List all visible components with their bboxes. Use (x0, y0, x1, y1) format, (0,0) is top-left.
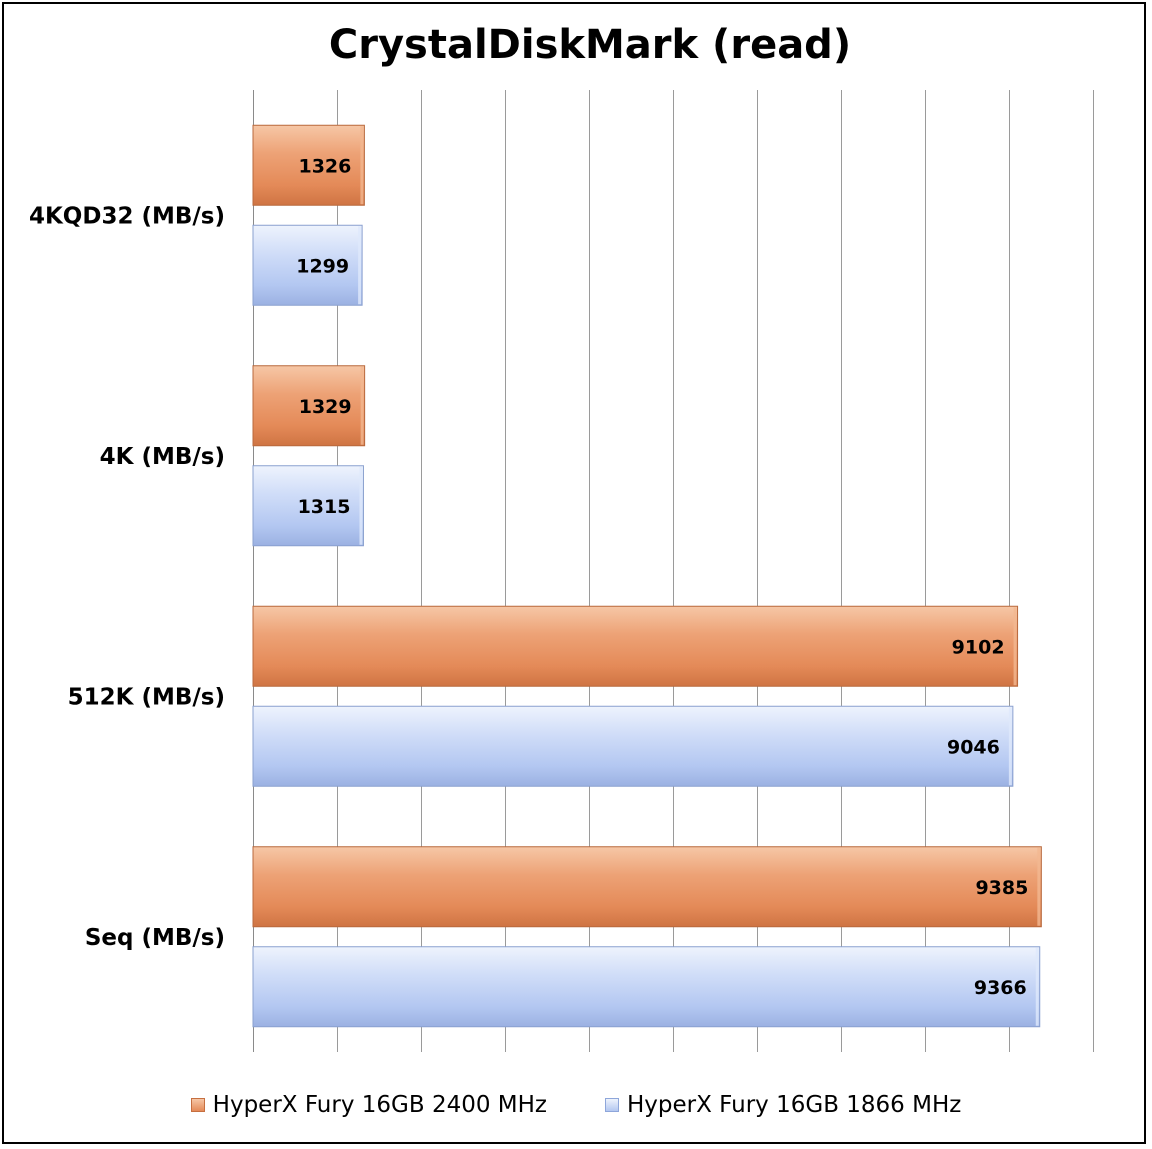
bar-series-1 (252, 224, 363, 306)
bar-series-1 (252, 465, 364, 547)
legend: HyperX Fury 16GB 2400 MHz HyperX Fury 16… (0, 1092, 1152, 1118)
bar-cap-series-1 (359, 466, 363, 545)
data-label-series-0: 9102 (952, 636, 1005, 658)
data-label-series-1: 9046 (947, 736, 1000, 758)
bar-cap-series-1 (1035, 947, 1039, 1026)
bar-series-0 (252, 846, 1042, 928)
bar-cap-series-1 (1008, 707, 1012, 786)
data-label-series-0: 1326 (298, 155, 351, 177)
legend-swatch-series-0 (190, 1098, 205, 1112)
bar-cap-series-0 (360, 366, 364, 445)
bar-cap-series-0 (360, 126, 364, 205)
bar-series-0 (252, 365, 366, 447)
data-label-series-1: 9366 (974, 977, 1027, 999)
labels: 4KQD32 (MB/s) 1326 1299 4K (MB/s) 1329 1315 51… (29, 155, 1028, 999)
category-label: 4K (MB/s) (100, 444, 225, 470)
legend-label-series-1: HyperX Fury 16GB 1866 MHz (627, 1092, 962, 1118)
data-label-series-0: 9385 (975, 877, 1028, 899)
bar-cap-series-0 (1037, 847, 1041, 926)
bar-cap-series-0 (1013, 607, 1017, 686)
chart-title: CrystalDiskMark (read) (328, 22, 852, 68)
legend-label-series-0: HyperX Fury 16GB 2400 MHz (212, 1092, 547, 1118)
category-label: 4KQD32 (MB/s) (29, 203, 225, 229)
data-label-series-1: 1299 (296, 255, 349, 277)
bar-series-0 (252, 605, 1019, 687)
bar-cap-series-1 (358, 226, 362, 305)
legend-item-series-1: HyperX Fury 16GB 1866 MHz (605, 1092, 961, 1118)
data-label-series-0: 1329 (299, 396, 352, 418)
bar-series-0 (252, 124, 365, 206)
category-label: 512K (MB/s) (68, 684, 225, 710)
bar-series-1 (252, 946, 1041, 1028)
data-label-series-1: 1315 (298, 496, 351, 518)
legend-item-series-0: HyperX Fury 16GB 2400 MHz (190, 1092, 547, 1118)
bars (252, 124, 1042, 1028)
legend-swatch-series-1 (605, 1098, 619, 1112)
bar-series-1 (252, 705, 1014, 787)
category-label: Seq (MB/s) (85, 925, 225, 951)
